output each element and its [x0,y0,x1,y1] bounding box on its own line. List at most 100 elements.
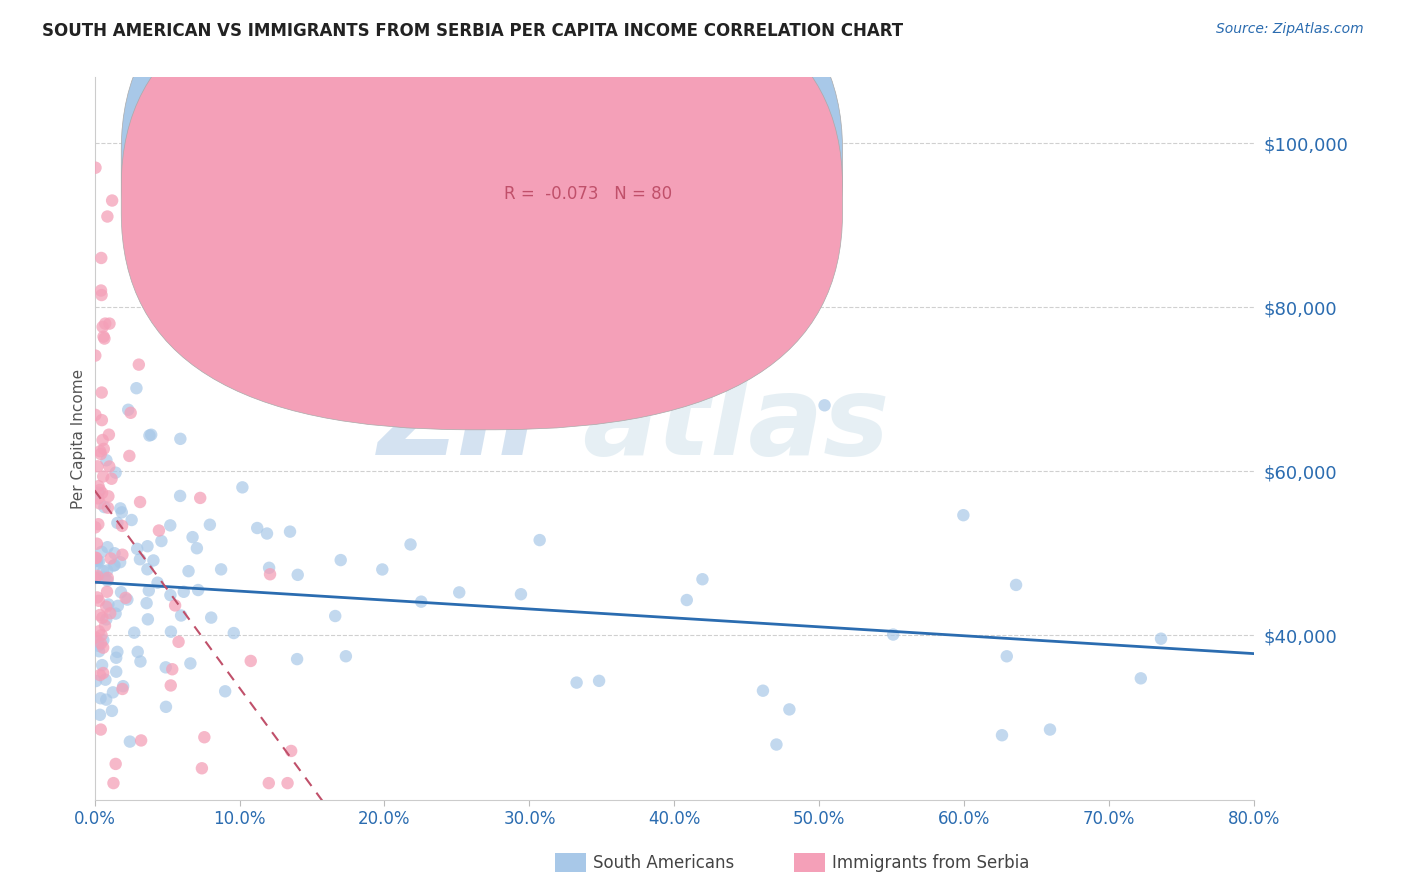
Point [371,562,394,576]
Point [89,496,111,510]
Point [84,550,107,565]
Point [87,594,110,608]
Point [91,658,114,673]
Text: South Americans: South Americans [593,854,734,871]
Point [173,584,195,599]
Point [257,776,280,790]
Point [89,707,111,722]
Point [155,660,177,674]
Point [87,479,110,493]
Point [277,776,299,790]
Point [89,483,111,497]
Point [91,469,114,483]
Text: ZIP: ZIP [378,370,582,477]
Point [160,624,183,639]
Point [84,571,107,585]
Point [200,610,222,624]
Point [86,570,108,584]
Point [138,428,160,442]
Point [91,640,114,655]
Point [90,447,112,461]
Point [105,645,128,659]
Point [813,398,835,412]
Point [91,486,114,500]
Point [90,385,112,400]
Point [90,628,112,642]
Point [179,657,201,671]
Point [129,552,152,566]
Point [335,649,357,664]
Point [111,519,134,533]
Point [165,599,187,613]
Point [94,317,117,331]
Point [87,485,110,500]
Point [111,505,134,519]
Point [155,699,177,714]
Point [87,491,110,506]
Point [285,652,308,666]
Point [90,251,112,265]
Point [96,574,118,588]
Point [1005,578,1028,592]
Point [323,609,346,624]
Point [765,738,787,752]
Point [98,317,121,331]
Point [280,744,302,758]
Point [1129,671,1152,685]
Point [257,561,280,575]
Point [91,666,114,681]
Point [90,636,112,650]
Point [90,288,112,302]
Point [104,466,127,480]
Point [103,776,125,790]
Point [89,668,111,682]
Point [565,675,588,690]
Point [287,567,309,582]
Point [117,592,139,607]
Point [93,329,115,343]
Point [117,402,139,417]
Point [87,517,110,532]
Point [100,472,122,486]
Point [510,587,533,601]
Point [84,551,107,566]
FancyBboxPatch shape [121,0,842,430]
Point [209,562,232,576]
Point [129,495,152,509]
Point [118,734,141,748]
Point [136,612,159,626]
Point [84,520,107,534]
Point [136,562,159,576]
Point [96,692,118,706]
Point [191,761,214,775]
Point [87,624,110,639]
Point [93,570,115,584]
FancyBboxPatch shape [121,0,842,393]
Point [105,650,128,665]
Point [170,608,193,623]
Point [89,444,111,458]
Point [246,521,269,535]
Point [752,683,775,698]
Point [91,564,114,578]
Point [127,645,149,659]
Text: SOUTH AMERICAN VS IMMIGRANTS FROM SERBIA PER CAPITA INCOME CORRELATION CHART: SOUTH AMERICAN VS IMMIGRANTS FROM SERBIA… [42,22,903,40]
Point [114,591,136,605]
FancyBboxPatch shape [449,132,727,229]
Point [86,537,108,551]
Point [882,627,904,641]
Point [692,572,714,586]
Point [87,554,110,568]
Point [449,585,471,599]
Point [1039,723,1062,737]
Point [94,673,117,687]
Point [159,678,181,692]
Point [188,491,211,505]
Point [96,599,118,614]
Point [108,555,131,569]
Point [107,599,129,613]
Point [222,626,245,640]
Point [84,408,107,422]
Point [141,427,163,442]
Point [97,598,120,612]
